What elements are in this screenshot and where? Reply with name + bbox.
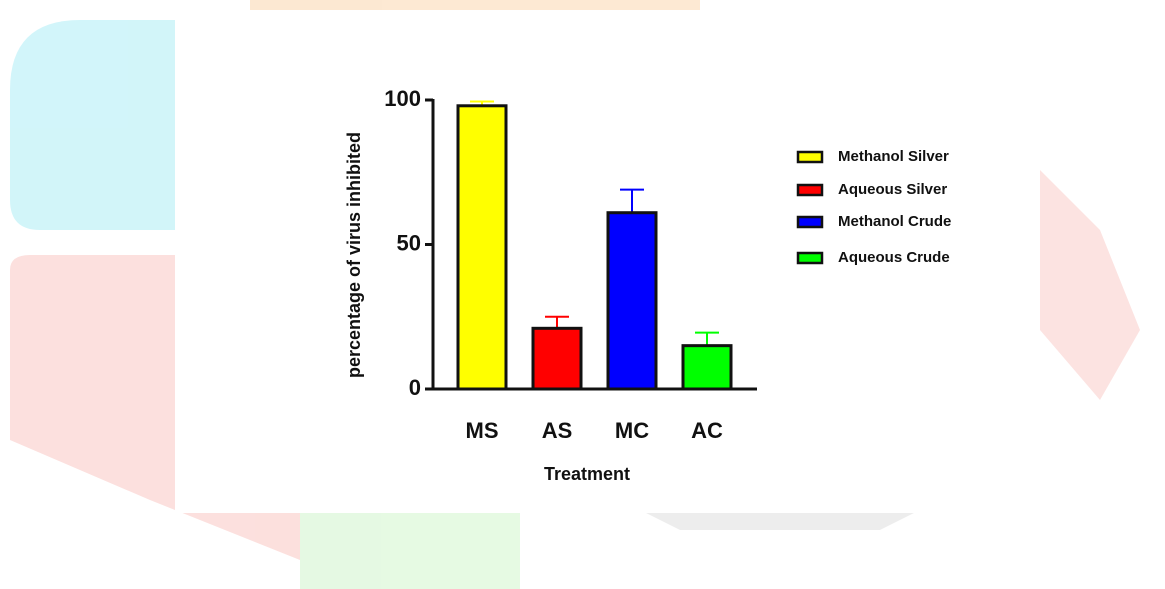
- x-tick-label: MS: [466, 418, 499, 443]
- y-axis-label: percentage of virus inhibited: [344, 132, 364, 378]
- legend-swatch: [798, 185, 822, 195]
- bar: [533, 328, 581, 389]
- bar: [458, 106, 506, 389]
- y-tick-label: 50: [397, 230, 421, 255]
- y-tick-label: 100: [384, 86, 421, 111]
- x-tick-label: MC: [615, 418, 649, 443]
- legend-label: Methanol Silver: [838, 148, 949, 165]
- x-tick-label: AC: [691, 418, 723, 443]
- legend-label: Aqueous Crude: [838, 249, 950, 266]
- legend-swatch: [798, 253, 822, 263]
- y-tick-label: 0: [409, 375, 421, 400]
- legend-swatch: [798, 217, 822, 227]
- bar: [683, 346, 731, 389]
- legend-swatch: [798, 152, 822, 162]
- legend-label: Aqueous Silver: [838, 181, 947, 198]
- x-axis-label: Treatment: [544, 464, 630, 484]
- page: {"chart_data": {"type": "bar", "x_label"…: [0, 0, 1165, 589]
- legend-label: Methanol Crude: [838, 213, 951, 230]
- bar: [608, 213, 656, 389]
- chart: percentage of virus inhibited Treatment …: [0, 0, 1165, 589]
- x-tick-label: AS: [542, 418, 573, 443]
